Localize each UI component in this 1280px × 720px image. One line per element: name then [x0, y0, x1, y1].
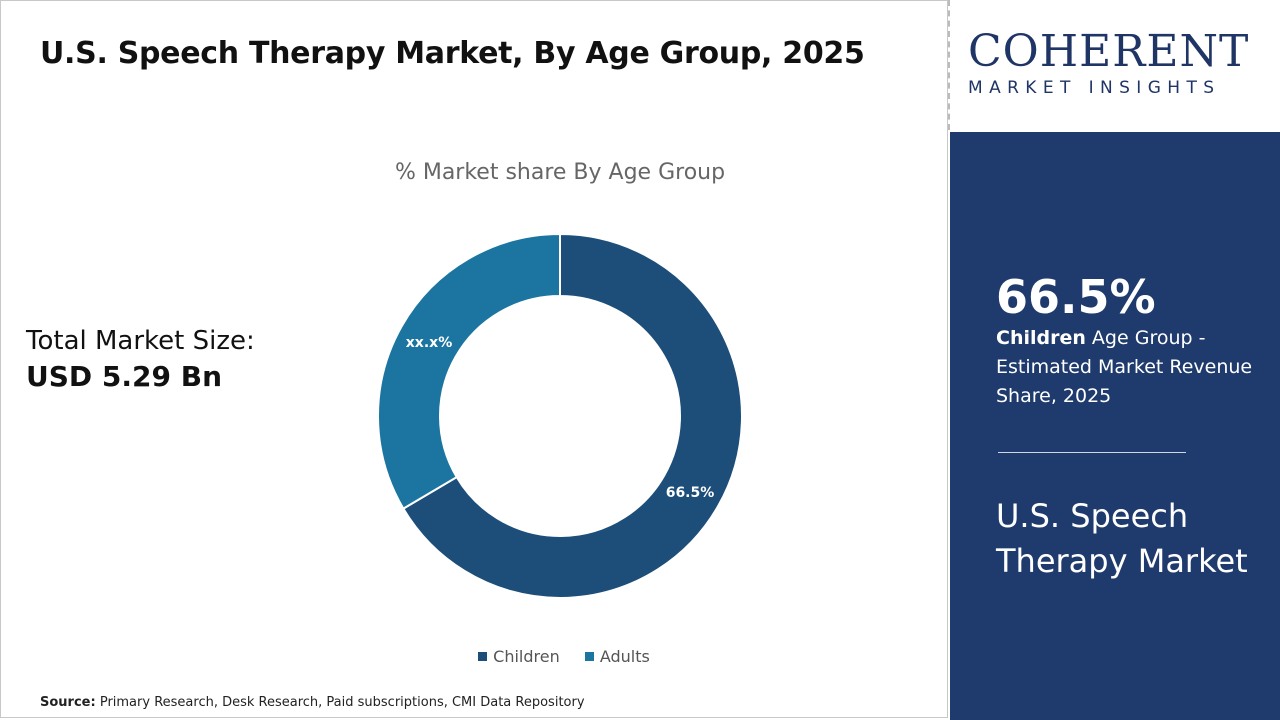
- donut-slice-adults: [377, 232, 561, 511]
- legend-label-children: Children: [493, 647, 560, 666]
- page-title: U.S. Speech Therapy Market, By Age Group…: [40, 36, 865, 71]
- logo-name: COHERENT: [968, 26, 1250, 77]
- panel-divider: [998, 452, 1186, 453]
- highlight-segment: Children: [996, 327, 1086, 349]
- highlight-description: Children Age Group - Estimated Market Re…: [996, 324, 1256, 411]
- total-market-size: Total Market Size: USD 5.29 Bn: [26, 326, 255, 393]
- chart-title: % Market share By Age Group: [394, 160, 726, 185]
- data-label-adults: xx.x%: [406, 335, 452, 351]
- chart-legend: Children Adults: [0, 647, 1128, 666]
- source-label: Source:: [40, 695, 96, 710]
- slide-frame: [0, 0, 948, 718]
- total-market-label: Total Market Size:: [26, 326, 255, 356]
- legend-swatch-children: [478, 652, 488, 661]
- highlight-desc-text: Age Group - Estimated Market Revenue Sha…: [996, 327, 1253, 407]
- legend-label-adults: Adults: [599, 647, 650, 666]
- highlight-stat: 66.5%: [996, 270, 1156, 324]
- legend-swatch-adults: [584, 652, 594, 661]
- total-market-value: USD 5.29 Bn: [26, 360, 222, 393]
- market-name: U.S. Speech Therapy Market: [996, 497, 1248, 580]
- donut-slice-children: [401, 232, 743, 599]
- coherent-logo: COHERENT MARKET INSIGHTS: [968, 26, 1268, 99]
- legend-item-children: Children: [478, 647, 560, 666]
- source-text: Primary Research, Desk Research, Paid su…: [99, 695, 585, 710]
- legend-item-adults: Adults: [584, 647, 650, 666]
- donut-chart: 66.5% xx.x%: [377, 232, 743, 599]
- data-label-children: 66.5%: [666, 485, 715, 501]
- logo-divider: [948, 0, 950, 130]
- logo-tagline: MARKET INSIGHTS: [968, 78, 1221, 98]
- source-note: Source: Primary Research, Desk Research,…: [40, 695, 585, 710]
- highlight-panel: 66.5% Children Age Group - Estimated Mar…: [950, 132, 1280, 720]
